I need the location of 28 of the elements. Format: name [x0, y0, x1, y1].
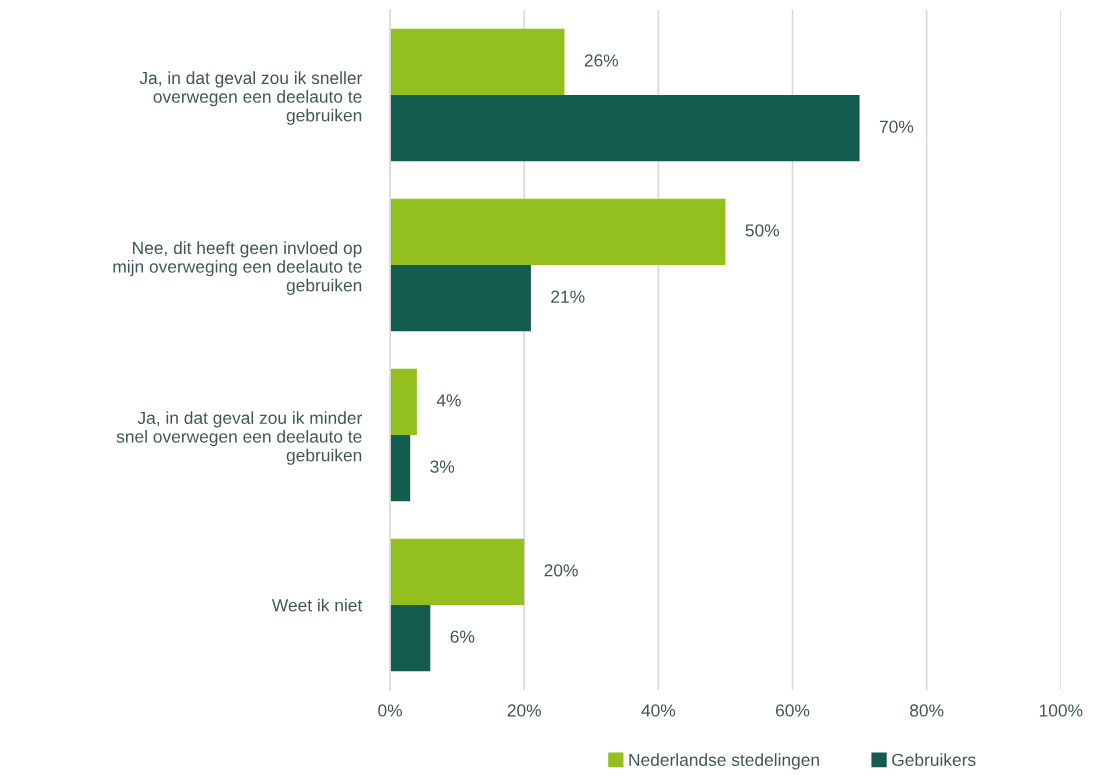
- y-tick-label: Ja, in dat geval zou ik minder snel overwegen een deelauto te gebruiken: [116, 411, 363, 465]
- x-tick-label: 20%: [507, 704, 541, 717]
- data-label: 50%: [745, 224, 780, 237]
- bar: [390, 95, 860, 162]
- legend-label: Nederlandse stedelingen: [629, 753, 819, 770]
- y-tick-label: Ja, in dat geval zou ik sneller overwegen een deelauto te gebruiken: [139, 71, 363, 125]
- legend-label: Gebruikers: [892, 753, 976, 767]
- bar: [390, 604, 431, 672]
- x-tick-label: 100%: [1039, 704, 1083, 717]
- data-label: 21%: [551, 290, 585, 303]
- bar: [390, 538, 525, 605]
- bar: [390, 435, 411, 502]
- data-label: 6%: [450, 630, 475, 643]
- y-tick-label: Weet ik niet: [271, 598, 363, 612]
- data-label: 20%: [544, 564, 578, 577]
- data-label: 26%: [584, 54, 619, 67]
- data-label: 3%: [430, 460, 455, 473]
- x-tick-label: 40%: [641, 704, 676, 717]
- bar: [390, 368, 417, 436]
- bar: [390, 265, 531, 332]
- y-tick-label: Nee, dit heeft geen invloed op mijn overweging een deelauto te gebruiken: [113, 241, 362, 295]
- bar: [390, 28, 565, 96]
- data-label: 4%: [436, 394, 461, 407]
- x-tick-label: 0%: [378, 704, 402, 717]
- bar: [390, 198, 726, 266]
- x-tick-label: 80%: [910, 704, 944, 717]
- x-tick-label: 60%: [776, 704, 810, 717]
- data-label: 70%: [879, 120, 914, 133]
